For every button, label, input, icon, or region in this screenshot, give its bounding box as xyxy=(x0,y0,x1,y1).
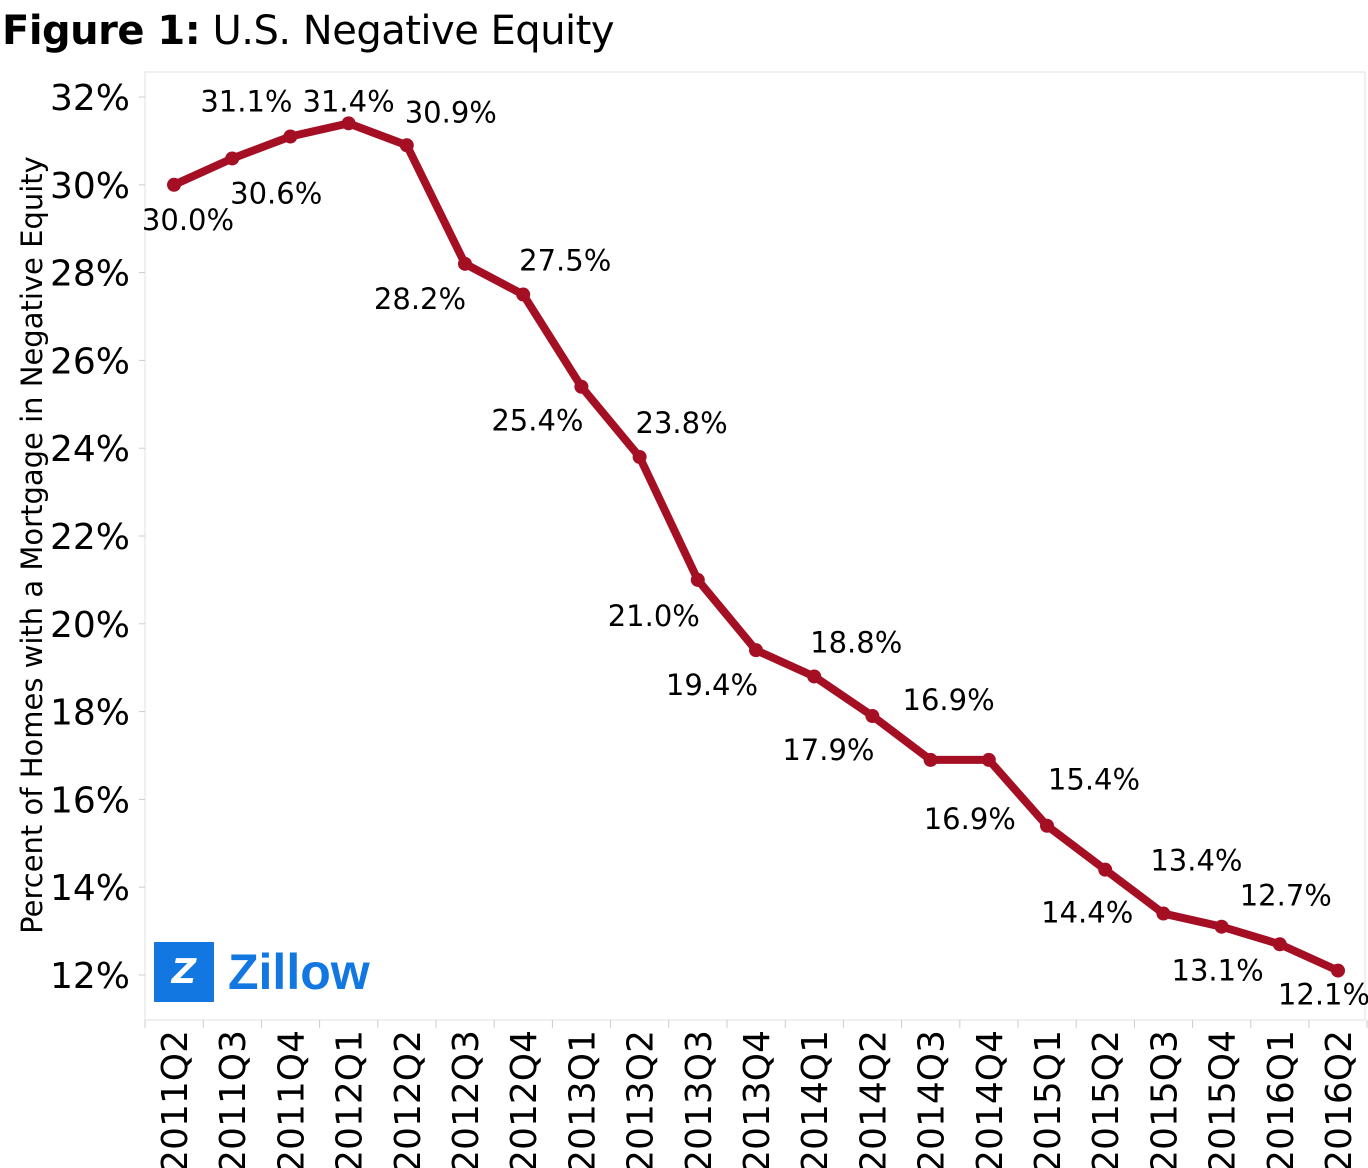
x-tick-label: 2015Q4 xyxy=(1203,1030,1244,1168)
y-tick-label: 14% xyxy=(50,868,130,909)
y-tick-label: 16% xyxy=(50,780,130,821)
data-label: 14.4% xyxy=(1041,896,1133,930)
x-tick-label: 2013Q3 xyxy=(679,1030,720,1168)
data-point xyxy=(399,138,414,153)
x-tick-label: 2015Q2 xyxy=(1086,1030,1127,1168)
data-point xyxy=(749,643,763,658)
x-tick-label: 2013Q4 xyxy=(737,1030,778,1168)
data-label: 31.4% xyxy=(303,84,395,118)
data-point xyxy=(574,379,589,394)
data-point xyxy=(923,752,938,767)
data-label: 12.7% xyxy=(1240,878,1332,912)
y-tick-label: 24% xyxy=(50,429,130,470)
data-point xyxy=(516,287,531,302)
data-point xyxy=(1214,919,1229,934)
chart-title: Figure 1: U.S. Negative Equity xyxy=(2,8,615,54)
data-label: 17.9% xyxy=(782,733,874,767)
data-label: 15.4% xyxy=(1048,763,1140,797)
data-label: 30.9% xyxy=(405,95,497,129)
y-axis-label: Percent of Homes with a Mortgage in Nega… xyxy=(15,156,49,934)
data-point xyxy=(807,669,822,684)
x-tick-label: 2016Q1 xyxy=(1261,1030,1302,1168)
zillow-logo: Z Zillow xyxy=(154,942,370,1002)
data-label: 25.4% xyxy=(491,404,583,438)
y-tick-label: 12% xyxy=(50,956,130,997)
x-tick-label: 2014Q1 xyxy=(795,1030,836,1168)
x-tick-label: 2014Q2 xyxy=(853,1030,894,1168)
x-tick-label: 2016Q2 xyxy=(1319,1030,1360,1168)
data-label: 30.6% xyxy=(230,176,322,210)
data-label: 18.8% xyxy=(810,625,902,659)
data-point xyxy=(1272,937,1287,952)
x-tick-label: 2012Q1 xyxy=(330,1030,371,1168)
data-label: 12.1% xyxy=(1278,978,1368,1012)
data-point xyxy=(690,572,705,587)
data-point xyxy=(167,177,181,192)
x-tick-label: 2012Q2 xyxy=(388,1030,429,1168)
data-label: 16.9% xyxy=(924,802,1016,836)
x-tick-label: 2012Q4 xyxy=(504,1030,545,1168)
y-tick-label: 20% xyxy=(50,605,130,646)
data-point xyxy=(981,752,996,767)
y-tick-label: 18% xyxy=(50,693,130,734)
data-label: 27.5% xyxy=(519,244,611,278)
figure-number: Figure 1: xyxy=(2,8,201,54)
x-tick-label: 2014Q3 xyxy=(912,1030,953,1168)
data-label: 21.0% xyxy=(608,599,700,633)
data-point xyxy=(225,151,240,166)
x-tick-label: 2015Q1 xyxy=(1028,1030,1069,1168)
data-label: 30.0% xyxy=(142,203,234,237)
data-label: 28.2% xyxy=(374,282,466,316)
zillow-house-icon: Z xyxy=(154,942,214,1002)
plot-area xyxy=(144,71,1366,1021)
chart-title-text: U.S. Negative Equity xyxy=(212,8,615,54)
data-label: 19.4% xyxy=(666,668,758,702)
x-tick-label: 2012Q3 xyxy=(446,1030,487,1168)
x-tick-label: 2015Q3 xyxy=(1144,1030,1185,1168)
data-point xyxy=(632,449,647,464)
data-point xyxy=(458,256,472,271)
data-label: 13.4% xyxy=(1150,844,1242,878)
data-point xyxy=(1040,818,1054,833)
y-tick-label: 32% xyxy=(50,78,130,119)
data-point xyxy=(341,116,356,131)
x-tick-label: 2013Q2 xyxy=(621,1030,662,1168)
data-point xyxy=(1156,906,1171,921)
x-tick-label: 2011Q4 xyxy=(271,1030,312,1168)
data-point xyxy=(865,708,880,723)
y-tick-label: 30% xyxy=(50,166,130,207)
x-tick-label: 2013Q1 xyxy=(562,1030,603,1168)
x-tick-label: 2011Q3 xyxy=(213,1030,254,1168)
x-tick-label: 2011Q2 xyxy=(155,1030,196,1168)
y-tick-label: 22% xyxy=(50,517,130,558)
x-tick-label: 2014Q4 xyxy=(970,1030,1011,1168)
data-label: 13.1% xyxy=(1172,954,1264,988)
data-point xyxy=(1331,963,1345,978)
y-tick-label: 28% xyxy=(50,254,130,295)
data-label: 31.1% xyxy=(200,85,292,119)
data-point xyxy=(1098,862,1113,877)
data-label: 23.8% xyxy=(636,406,728,440)
zillow-wordmark: Zillow xyxy=(228,944,370,1000)
data-label: 16.9% xyxy=(903,683,995,717)
y-tick-label: 26% xyxy=(50,341,130,382)
data-point xyxy=(283,129,298,144)
